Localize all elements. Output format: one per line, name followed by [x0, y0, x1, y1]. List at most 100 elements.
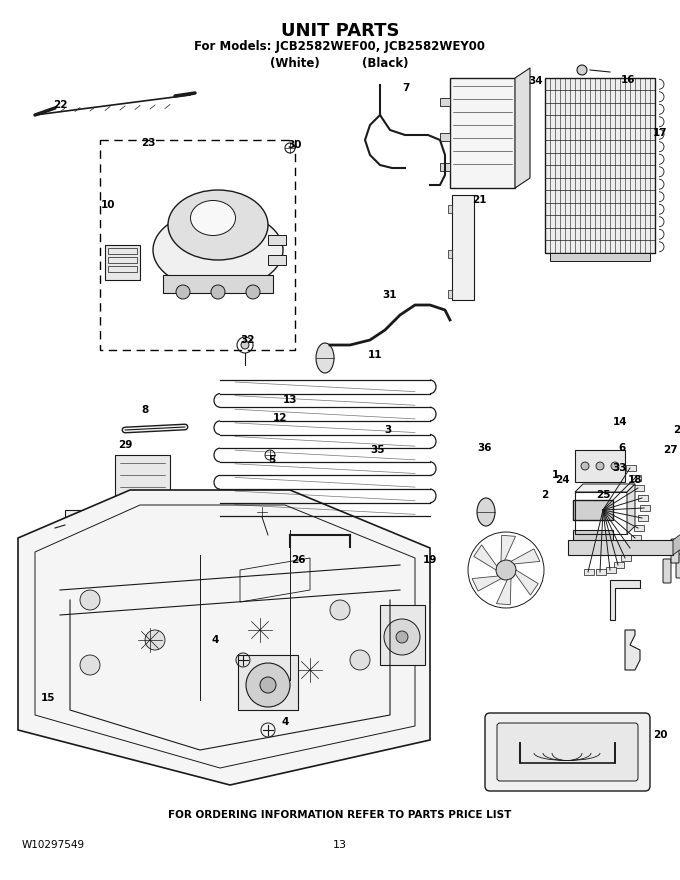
Ellipse shape: [190, 201, 235, 236]
Text: 16: 16: [621, 75, 635, 85]
FancyBboxPatch shape: [573, 500, 613, 520]
FancyBboxPatch shape: [638, 495, 648, 501]
Text: 8: 8: [141, 405, 149, 415]
Polygon shape: [610, 580, 640, 620]
Circle shape: [596, 462, 604, 470]
FancyBboxPatch shape: [440, 163, 450, 171]
FancyBboxPatch shape: [631, 535, 641, 541]
Circle shape: [246, 285, 260, 299]
Text: 25: 25: [596, 490, 610, 500]
Ellipse shape: [247, 527, 263, 537]
Ellipse shape: [168, 190, 268, 260]
FancyBboxPatch shape: [626, 465, 636, 471]
Text: 19: 19: [423, 555, 437, 565]
Text: (White): (White): [270, 57, 320, 70]
Polygon shape: [474, 545, 497, 570]
FancyBboxPatch shape: [145, 500, 155, 508]
Text: 14: 14: [613, 417, 628, 427]
Text: 26: 26: [291, 555, 305, 565]
Text: For Models: JCB2582WEF00, JCB2582WEY00: For Models: JCB2582WEF00, JCB2582WEY00: [194, 40, 486, 53]
FancyBboxPatch shape: [485, 713, 650, 791]
FancyBboxPatch shape: [448, 205, 452, 213]
Circle shape: [581, 462, 589, 470]
Ellipse shape: [153, 210, 283, 290]
Text: 4: 4: [282, 717, 289, 727]
Text: FOR ORDERING INFORMATION REFER TO PARTS PRICE LIST: FOR ORDERING INFORMATION REFER TO PARTS …: [169, 810, 511, 820]
Text: 7: 7: [403, 83, 409, 93]
Circle shape: [330, 600, 350, 620]
Polygon shape: [496, 579, 511, 605]
Polygon shape: [18, 490, 430, 785]
FancyBboxPatch shape: [545, 78, 655, 253]
FancyBboxPatch shape: [584, 569, 594, 575]
FancyBboxPatch shape: [626, 545, 636, 551]
Text: 2: 2: [541, 490, 549, 500]
FancyBboxPatch shape: [606, 567, 616, 573]
Text: 17: 17: [653, 128, 667, 138]
FancyBboxPatch shape: [448, 290, 452, 298]
Text: 13: 13: [333, 840, 347, 850]
Text: 27: 27: [663, 445, 677, 455]
FancyBboxPatch shape: [115, 455, 170, 500]
Circle shape: [176, 285, 190, 299]
FancyBboxPatch shape: [596, 569, 606, 575]
Text: 15: 15: [41, 693, 55, 703]
Text: 33: 33: [613, 463, 627, 473]
Polygon shape: [673, 534, 680, 555]
FancyBboxPatch shape: [105, 245, 140, 280]
Text: 31: 31: [383, 290, 397, 300]
Text: 4: 4: [211, 635, 219, 645]
Circle shape: [145, 630, 165, 650]
FancyBboxPatch shape: [663, 559, 671, 583]
Polygon shape: [575, 484, 635, 492]
FancyBboxPatch shape: [440, 133, 450, 141]
Text: 24: 24: [555, 475, 569, 485]
Circle shape: [211, 285, 225, 299]
FancyBboxPatch shape: [448, 250, 452, 258]
FancyBboxPatch shape: [65, 510, 103, 540]
FancyBboxPatch shape: [671, 539, 679, 563]
FancyBboxPatch shape: [450, 78, 515, 188]
Text: 10: 10: [101, 200, 115, 210]
Circle shape: [241, 341, 249, 349]
Polygon shape: [515, 570, 539, 595]
FancyBboxPatch shape: [268, 255, 286, 265]
Circle shape: [611, 462, 619, 470]
FancyBboxPatch shape: [575, 450, 625, 482]
Circle shape: [246, 663, 290, 707]
FancyBboxPatch shape: [238, 655, 298, 710]
FancyBboxPatch shape: [452, 195, 474, 300]
Text: 34: 34: [528, 76, 543, 86]
Text: 20: 20: [653, 730, 667, 740]
Ellipse shape: [477, 498, 495, 526]
Polygon shape: [625, 630, 640, 670]
FancyBboxPatch shape: [123, 500, 133, 508]
FancyBboxPatch shape: [631, 475, 641, 481]
Text: 23: 23: [141, 138, 155, 148]
Text: 36: 36: [478, 443, 492, 453]
Text: 13: 13: [283, 395, 297, 405]
Circle shape: [80, 655, 100, 675]
FancyBboxPatch shape: [638, 515, 648, 521]
Circle shape: [260, 677, 276, 693]
FancyBboxPatch shape: [380, 605, 425, 665]
Text: 1: 1: [551, 470, 559, 480]
Text: 5: 5: [269, 455, 275, 465]
Circle shape: [577, 65, 587, 75]
FancyBboxPatch shape: [621, 555, 631, 561]
Text: 6: 6: [618, 443, 626, 453]
Text: UNIT PARTS: UNIT PARTS: [281, 22, 399, 40]
Circle shape: [384, 619, 420, 655]
Text: 35: 35: [371, 445, 386, 455]
Circle shape: [396, 631, 408, 643]
Text: 21: 21: [472, 195, 486, 205]
Text: 3: 3: [384, 425, 392, 435]
Text: 29: 29: [118, 440, 132, 450]
Text: 28: 28: [673, 425, 680, 435]
FancyBboxPatch shape: [640, 505, 650, 511]
FancyBboxPatch shape: [573, 530, 613, 545]
Polygon shape: [627, 484, 635, 534]
FancyBboxPatch shape: [614, 562, 624, 568]
Polygon shape: [472, 576, 501, 591]
FancyBboxPatch shape: [676, 554, 680, 578]
